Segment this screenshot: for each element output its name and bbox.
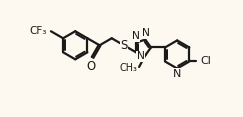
Text: S: S [120,39,128,52]
Text: CF₃: CF₃ [29,26,46,36]
Text: N: N [132,31,139,41]
Text: N: N [173,69,181,79]
Text: O: O [86,60,95,73]
Text: N: N [137,51,144,61]
Text: CH₃: CH₃ [120,63,138,73]
Text: Cl: Cl [200,56,211,66]
Text: N: N [142,28,150,38]
